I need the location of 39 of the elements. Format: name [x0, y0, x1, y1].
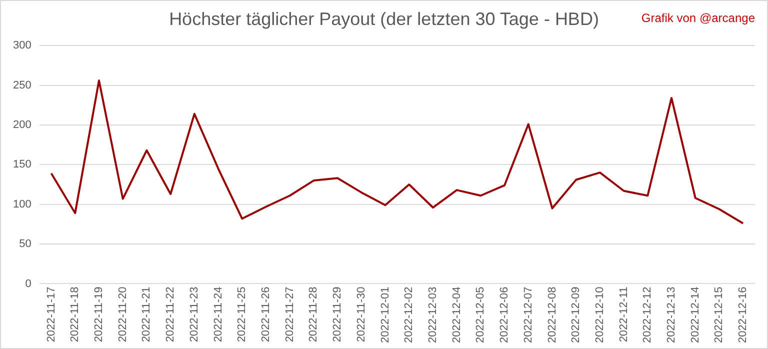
x-tick-label: 2022-11-22	[164, 286, 177, 342]
x-tick-label: 2022-11-28	[308, 286, 320, 342]
x-tick-label: 2022-12-04	[450, 286, 463, 344]
x-tick-label: 2022-11-25	[236, 286, 248, 342]
x-tick-label: 2022-12-16	[737, 286, 750, 344]
x-tick-label: 2022-12-02	[403, 286, 416, 344]
x-tick-label: 2022-12-11	[618, 286, 630, 342]
y-tick-label: 100	[12, 198, 32, 210]
text: Grafik von @arcange	[641, 11, 755, 25]
y-tick-label: 150	[12, 158, 32, 171]
x-tick-label: 2022-11-30	[355, 286, 368, 342]
x-tick-label: 2022-12-14	[689, 286, 702, 344]
x-tick-label: 2022-11-18	[69, 286, 82, 342]
x-tick-label: 2022-12-09	[570, 286, 582, 344]
y-tick-label: 0	[25, 278, 32, 290]
x-tick-label: 2022-11-19	[93, 286, 106, 342]
x-tick-label: 2022-11-27	[284, 286, 296, 342]
x-tick-label: 2022-12-07	[522, 286, 534, 344]
x-tick-label: 2022-12-05	[474, 286, 487, 344]
y-tick-label: 250	[12, 79, 32, 92]
chart-title: Höchster täglicher Payout (der letzten 30 Tage - HBD)	[169, 9, 599, 29]
y-tick-label: 200	[12, 119, 32, 132]
x-tick-label: 2022-12-06	[498, 286, 511, 344]
y-tick-label: 300	[12, 40, 32, 52]
x-tick-label: 2022-12-03	[426, 286, 439, 344]
x-tick-label: 2022-11-17	[45, 286, 58, 342]
x-tick-label: 2022-12-13	[666, 286, 678, 344]
x-tick-label: 2022-11-24	[212, 286, 224, 342]
x-tick-label: 2022-11-20	[116, 286, 129, 342]
x-tick-label: 2022-11-21	[140, 286, 153, 342]
x-tick-label: 2022-12-12	[642, 286, 654, 344]
x-tick-label: 2022-12-01	[379, 286, 392, 344]
y-tick-label: 50	[19, 238, 32, 250]
x-tick-label: 2022-12-10	[594, 286, 606, 344]
x-tick-label: 2022-11-26	[260, 286, 272, 342]
x-tick-label: 2022-12-15	[713, 286, 726, 344]
x-tick-label: 2022-12-08	[546, 286, 558, 344]
x-tick-label: 2022-11-23	[188, 286, 200, 342]
x-tick-label: 2022-11-29	[332, 286, 344, 342]
